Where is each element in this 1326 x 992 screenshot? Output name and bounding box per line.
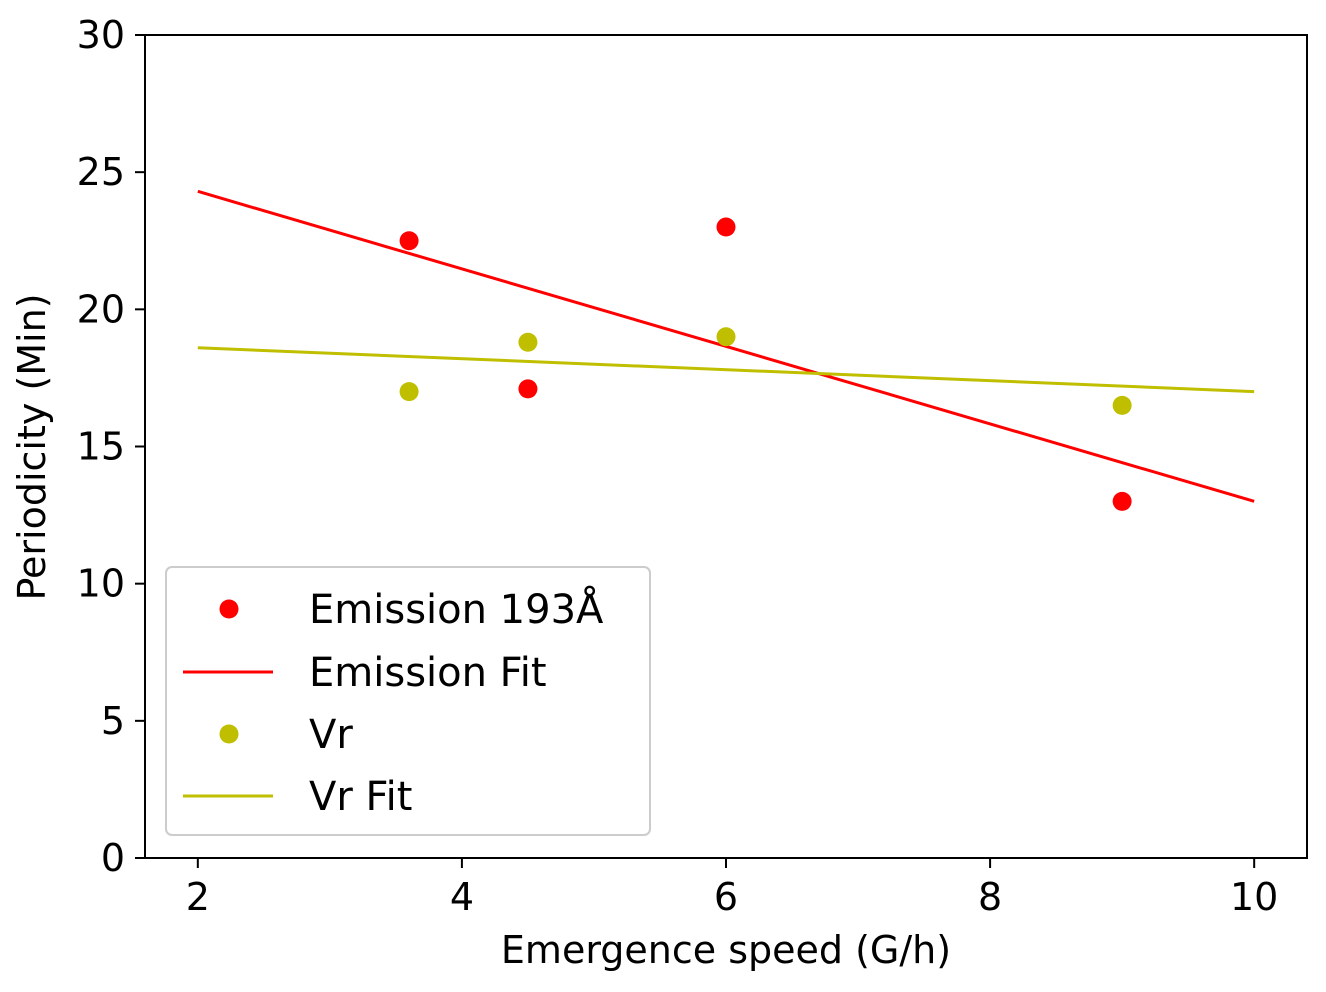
- data-point: [518, 379, 538, 399]
- fit-lines: [197, 189, 1255, 503]
- x-tick-label: 6: [714, 875, 738, 919]
- data-point: [399, 382, 419, 402]
- y-axis-label: Periodicity (Min): [10, 293, 54, 600]
- y-tick-label: 15: [77, 425, 125, 469]
- legend-box: [165, 566, 651, 836]
- fit-line-1: [197, 189, 1255, 503]
- legend: Emission 193Å Emission Fit Vr Vr Fit: [165, 566, 651, 836]
- y-tick-label: 25: [77, 150, 125, 194]
- x-tick-label: 4: [450, 875, 474, 919]
- data-point: [399, 231, 419, 251]
- data-point: [716, 217, 736, 237]
- legend-label: Vr Fit: [309, 774, 412, 820]
- data-points: [399, 217, 1132, 511]
- y-tick-label: 0: [101, 836, 125, 880]
- legend-label: Emission 193Å: [309, 585, 604, 633]
- data-point: [1112, 491, 1132, 511]
- legend-label: Emission Fit: [309, 650, 547, 696]
- y-tick-label: 10: [77, 562, 125, 606]
- y-axis-ticks: 0 5 10 15 20 25 30: [77, 13, 145, 880]
- data-point: [518, 332, 538, 352]
- x-tick-label: 10: [1230, 875, 1278, 919]
- x-tick-label: 2: [186, 875, 210, 919]
- y-tick-label: 20: [77, 287, 125, 331]
- y-tick-label: 30: [77, 13, 125, 57]
- data-point: [1112, 395, 1132, 415]
- x-axis-ticks: 2 4 6 8 10: [186, 858, 1278, 919]
- legend-point-marker: [219, 724, 239, 744]
- legend-point-marker: [219, 599, 239, 619]
- x-axis-label: Emergence speed (G/h): [501, 928, 951, 972]
- fit-line-3: [197, 346, 1255, 394]
- y-tick-label: 5: [101, 699, 125, 743]
- data-point: [716, 327, 736, 347]
- x-tick-label: 8: [978, 875, 1002, 919]
- legend-label: Vr: [309, 712, 353, 758]
